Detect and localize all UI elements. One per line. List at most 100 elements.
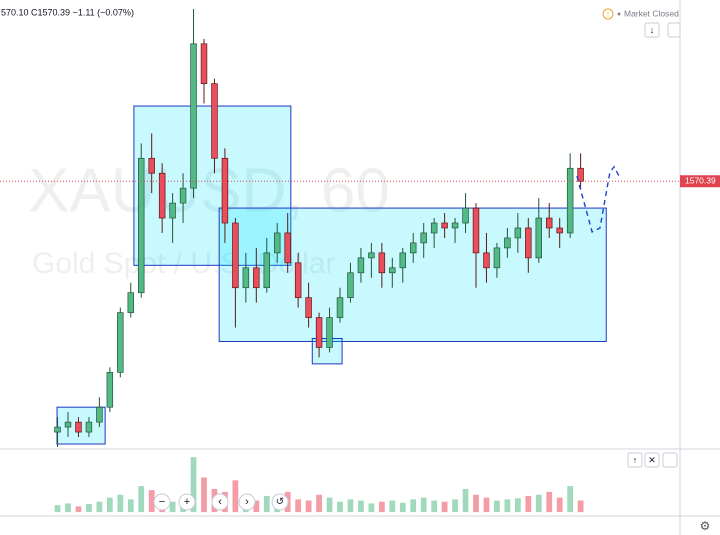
candle-body xyxy=(483,252,490,269)
projection-line xyxy=(576,165,620,233)
candle-body xyxy=(514,227,522,239)
candle-body xyxy=(378,252,386,274)
candle-body xyxy=(75,421,82,433)
volume-bar xyxy=(106,497,113,513)
volume-bar xyxy=(295,499,302,513)
candle-body xyxy=(96,406,103,423)
candle-body xyxy=(315,317,323,348)
volume-bar xyxy=(65,503,71,513)
candle-body xyxy=(472,207,480,254)
volume-bar xyxy=(358,500,364,513)
volume-bar xyxy=(368,503,375,513)
candle-body xyxy=(410,242,417,254)
watermark-symbol: XAUUSD, 60 xyxy=(28,156,390,225)
volume-bar xyxy=(148,490,155,513)
volume-bar xyxy=(337,501,343,513)
zoom-in-icon: + xyxy=(184,496,190,508)
candle-body xyxy=(200,43,208,84)
volume-bar xyxy=(577,500,584,513)
volume-bar xyxy=(462,488,469,513)
candle-body xyxy=(127,292,134,313)
candle-body xyxy=(274,232,281,254)
volume-bar xyxy=(452,499,458,513)
volume-bar xyxy=(201,477,207,513)
candle-body xyxy=(305,297,312,318)
volume-bar xyxy=(253,500,260,513)
collapse-button[interactable] xyxy=(667,22,681,38)
candle-body xyxy=(368,252,375,259)
volume-bar xyxy=(326,497,333,513)
market-status: Market Closed xyxy=(624,8,679,18)
volume-bar xyxy=(190,457,197,513)
volume-bar xyxy=(232,480,239,513)
candle-body xyxy=(179,187,187,204)
volume-bar xyxy=(389,500,396,513)
zoom-in-button[interactable] xyxy=(178,493,196,511)
candle-body xyxy=(138,157,145,294)
candle-body xyxy=(577,167,584,182)
volume-bar xyxy=(473,494,479,513)
volume-bar xyxy=(431,500,438,513)
candle-body xyxy=(420,232,427,244)
scroll-icon: ↓ xyxy=(650,25,655,35)
volume-bar xyxy=(138,486,145,513)
scroll-left-icon: ‹ xyxy=(218,496,222,508)
volume-bar xyxy=(525,495,532,513)
candle-body xyxy=(357,257,365,274)
candle-body xyxy=(242,267,250,289)
pane-up-button[interactable] xyxy=(627,452,643,468)
candle-body xyxy=(389,267,396,274)
candle-body xyxy=(64,421,72,428)
candle-body xyxy=(326,317,333,348)
scroll-button[interactable] xyxy=(644,22,660,38)
pane-close-button[interactable] xyxy=(644,452,660,468)
candle-body xyxy=(54,426,61,433)
candle-body xyxy=(263,252,270,289)
volume-bar xyxy=(399,502,406,513)
candle-body xyxy=(525,227,532,259)
candle-body xyxy=(535,217,542,259)
volume-bar xyxy=(494,500,500,513)
candle-body xyxy=(158,172,166,219)
candle-body xyxy=(294,262,302,299)
plot xyxy=(0,8,680,513)
scroll-right-button[interactable] xyxy=(238,493,256,511)
volume-bar xyxy=(305,500,312,513)
candle-body xyxy=(284,232,291,264)
volume-bar xyxy=(347,499,354,513)
candle-body xyxy=(546,217,553,229)
ohlc-header: 570.10 C1570.39 −1.11 (−0.07%) xyxy=(1,7,134,17)
volume-bar xyxy=(378,501,385,513)
volume-bar xyxy=(263,495,270,513)
candle-body xyxy=(106,371,114,408)
zoom-controls: − + ‹ › ↺ xyxy=(153,493,289,511)
candle-body xyxy=(221,157,229,224)
volume-bar xyxy=(420,497,427,513)
volume-bar xyxy=(514,498,521,513)
pane-close-icon: ✕ xyxy=(648,455,656,465)
settings-icon[interactable]: ⚙ xyxy=(700,519,711,533)
candle-body xyxy=(504,237,511,249)
volume-bar xyxy=(117,494,124,513)
zoom-out-button[interactable] xyxy=(153,493,171,511)
candle-body xyxy=(566,167,574,234)
volume-bar xyxy=(75,506,82,513)
pane-maximize-button[interactable] xyxy=(662,452,678,468)
reset-icon: ↺ xyxy=(276,497,284,508)
volume-bar xyxy=(127,499,134,513)
reset-button[interactable] xyxy=(271,493,289,511)
volume-bar xyxy=(410,499,417,513)
scroll-right-icon: › xyxy=(245,496,249,508)
warning-icon xyxy=(602,8,614,20)
candle-body xyxy=(462,207,469,224)
candle-body xyxy=(493,247,501,269)
candle-body xyxy=(190,43,197,189)
candle-body xyxy=(430,222,438,234)
candle-body xyxy=(148,157,155,174)
candle-body xyxy=(336,297,344,318)
volume-bar xyxy=(567,486,574,513)
volume-bar xyxy=(441,501,448,513)
scroll-left-button[interactable] xyxy=(211,493,229,511)
candle-body xyxy=(85,421,93,433)
